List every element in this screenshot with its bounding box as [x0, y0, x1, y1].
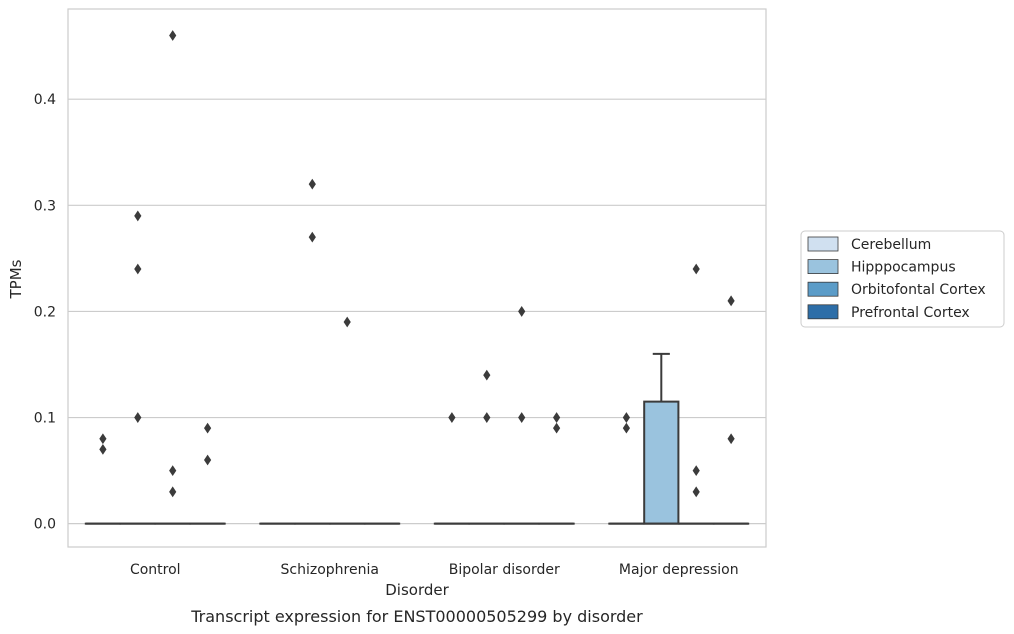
outlier-point	[204, 454, 212, 466]
y-axis-label: TPMs	[7, 259, 25, 299]
box-group	[294, 178, 331, 525]
outlier-point	[308, 231, 316, 243]
box-group	[119, 210, 156, 525]
legend-swatch	[807, 259, 839, 275]
outlier-point	[622, 412, 630, 423]
box-group	[538, 412, 575, 525]
x-tick-label: Control	[130, 562, 181, 578]
outlier-point	[134, 263, 142, 275]
box-group	[643, 352, 680, 525]
legend-swatch	[807, 304, 839, 320]
outlier-point	[622, 422, 630, 434]
outlier-point	[692, 263, 700, 275]
outlier-point	[169, 465, 177, 476]
box-group	[189, 422, 226, 525]
outlier-point	[483, 412, 491, 423]
x-tick-label: Schizophrenia	[281, 562, 379, 578]
box	[643, 400, 680, 525]
y-axis-ticks: 0.0 0.1 0.2 0.3 0.4	[34, 92, 56, 532]
y-tick-label: 0.3	[34, 198, 56, 214]
outlier-point	[553, 422, 561, 434]
legend-items: Cerebellum Hipppocampus Orbitofontal Corte…	[807, 236, 986, 321]
outlier-point	[169, 486, 177, 498]
outlier-point	[308, 178, 316, 190]
legend-label: Prefrontal Cortex	[851, 305, 970, 321]
outlier-point	[448, 412, 456, 423]
plot-frame	[67, 8, 767, 548]
x-tick-label: Bipolar disorder	[449, 562, 560, 578]
outlier-point	[169, 30, 177, 41]
x-tick-label: Major depression	[619, 562, 739, 578]
outlier-point	[518, 306, 526, 317]
x-axis-label: Disorder	[385, 581, 449, 599]
y-tick-label: 0.2	[34, 304, 56, 320]
legend-label: Orbitofontal Cortex	[851, 282, 986, 298]
y-tick-label: 0.1	[34, 411, 56, 427]
outlier-point	[483, 369, 491, 381]
legend-frame	[800, 230, 1005, 328]
outlier-point	[204, 422, 212, 434]
legend-label: Cerebellum	[851, 237, 931, 253]
outlier-point	[727, 433, 735, 445]
outlier-point	[134, 210, 142, 222]
y-tick-label: 0.4	[34, 92, 56, 108]
outlier-point	[99, 443, 107, 455]
legend-label: Hipppocampus	[851, 260, 956, 276]
outlier-point	[99, 433, 107, 445]
outlier-point	[553, 412, 561, 423]
y-tick-label: 0.0	[34, 517, 56, 533]
box-group	[712, 295, 750, 525]
outlier-point	[727, 295, 735, 307]
chart-caption: Transcript expression for ENST0000050529…	[190, 607, 643, 626]
boxes	[84, 30, 750, 525]
outlier-point	[134, 412, 142, 423]
legend-swatch	[807, 281, 839, 297]
outlier-point	[692, 465, 700, 476]
legend: Cerebellum Hipppocampus Orbitofontal Corte…	[800, 230, 1005, 328]
x-axis-ticks: Control Schizophrenia Bipolar disorder Majo…	[130, 562, 739, 578]
outlier-point	[692, 486, 700, 498]
outlier-point	[518, 412, 526, 423]
outlier-point	[343, 316, 351, 328]
legend-swatch	[807, 236, 839, 252]
